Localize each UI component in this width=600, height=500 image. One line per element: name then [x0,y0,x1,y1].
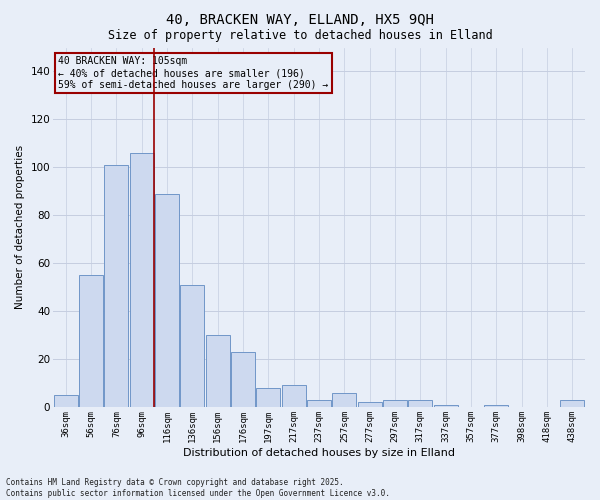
Bar [358,402,382,407]
Bar [79,275,103,407]
Bar [281,386,306,407]
Bar [231,352,255,407]
Bar [54,395,78,407]
Bar [155,194,179,407]
Bar [256,388,280,407]
Bar [104,165,128,407]
Text: 40 BRACKEN WAY: 105sqm
← 40% of detached houses are smaller (196)
59% of semi-de: 40 BRACKEN WAY: 105sqm ← 40% of detached… [58,56,329,90]
Y-axis label: Number of detached properties: Number of detached properties [15,145,25,310]
Bar [484,404,508,407]
Bar [130,153,154,407]
Bar [307,400,331,407]
Text: 40, BRACKEN WAY, ELLAND, HX5 9QH: 40, BRACKEN WAY, ELLAND, HX5 9QH [166,12,434,26]
Bar [206,335,230,407]
Bar [560,400,584,407]
Bar [332,392,356,407]
X-axis label: Distribution of detached houses by size in Elland: Distribution of detached houses by size … [183,448,455,458]
Bar [383,400,407,407]
Bar [181,284,205,407]
Text: Size of property relative to detached houses in Elland: Size of property relative to detached ho… [107,29,493,42]
Bar [434,404,458,407]
Text: Contains HM Land Registry data © Crown copyright and database right 2025.
Contai: Contains HM Land Registry data © Crown c… [6,478,390,498]
Bar [409,400,433,407]
